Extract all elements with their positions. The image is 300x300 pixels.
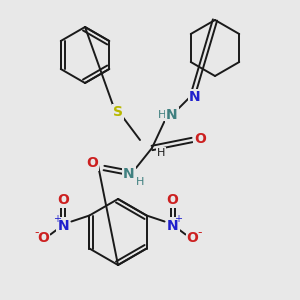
Text: N: N <box>189 90 201 104</box>
Text: N: N <box>167 218 178 233</box>
Text: +: + <box>174 214 182 224</box>
Text: O: O <box>58 193 69 206</box>
Text: H: H <box>157 148 165 158</box>
Text: N: N <box>166 108 178 122</box>
Text: S: S <box>113 105 123 119</box>
Text: H: H <box>158 110 166 120</box>
Text: H: H <box>136 177 144 187</box>
Text: -: - <box>34 226 39 239</box>
Text: N: N <box>58 218 69 233</box>
Text: O: O <box>187 230 199 244</box>
Text: -: - <box>197 226 202 239</box>
Text: O: O <box>194 132 206 146</box>
Text: O: O <box>86 156 98 170</box>
Text: +: + <box>53 214 62 224</box>
Text: O: O <box>38 230 50 244</box>
Text: O: O <box>167 193 178 206</box>
Text: N: N <box>123 167 135 181</box>
